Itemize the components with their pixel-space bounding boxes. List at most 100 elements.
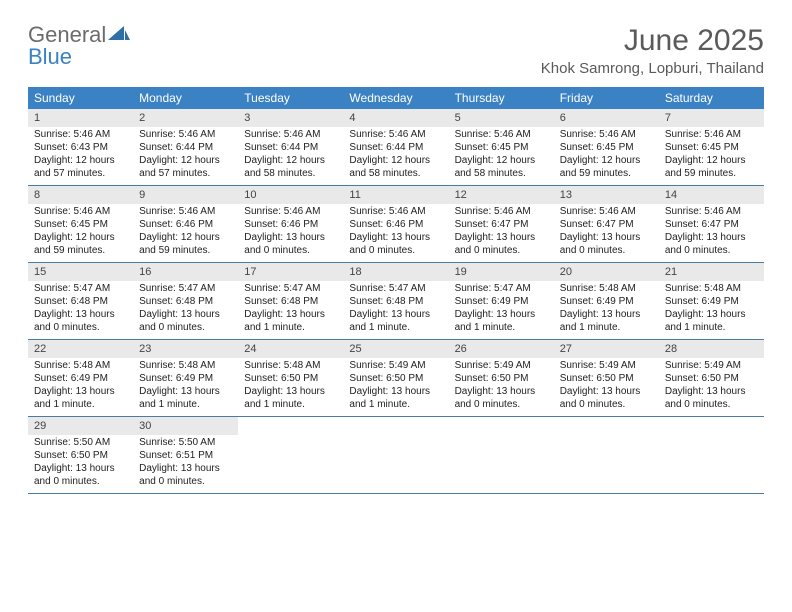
sunrise-line: Sunrise: 5:46 AM [139, 205, 232, 218]
day-body: Sunrise: 5:47 AMSunset: 6:48 PMDaylight:… [343, 281, 448, 338]
week-row: 1Sunrise: 5:46 AMSunset: 6:43 PMDaylight… [28, 109, 764, 186]
sunset-line: Sunset: 6:46 PM [139, 218, 232, 231]
day-number: 11 [343, 186, 448, 204]
day-number: 19 [449, 263, 554, 281]
dow-cell: Friday [554, 87, 659, 109]
day-body: Sunrise: 5:48 AMSunset: 6:50 PMDaylight:… [238, 358, 343, 415]
day-cell: 26Sunrise: 5:49 AMSunset: 6:50 PMDayligh… [449, 340, 554, 416]
daylight-line: Daylight: 12 hours and 59 minutes. [139, 231, 232, 257]
day-cell: 21Sunrise: 5:48 AMSunset: 6:49 PMDayligh… [659, 263, 764, 339]
day-number: 4 [343, 109, 448, 127]
empty-cell [659, 417, 764, 493]
sunset-line: Sunset: 6:48 PM [244, 295, 337, 308]
day-body: Sunrise: 5:46 AMSunset: 6:44 PMDaylight:… [133, 127, 238, 184]
day-body: Sunrise: 5:48 AMSunset: 6:49 PMDaylight:… [554, 281, 659, 338]
day-cell: 22Sunrise: 5:48 AMSunset: 6:49 PMDayligh… [28, 340, 133, 416]
sunset-line: Sunset: 6:45 PM [34, 218, 127, 231]
day-body: Sunrise: 5:50 AMSunset: 6:50 PMDaylight:… [28, 435, 133, 492]
dow-cell: Tuesday [238, 87, 343, 109]
day-number: 16 [133, 263, 238, 281]
daylight-line: Daylight: 13 hours and 1 minute. [34, 385, 127, 411]
daylight-line: Daylight: 13 hours and 0 minutes. [665, 231, 758, 257]
day-cell: 10Sunrise: 5:46 AMSunset: 6:46 PMDayligh… [238, 186, 343, 262]
sunrise-line: Sunrise: 5:46 AM [560, 128, 653, 141]
week-row: 15Sunrise: 5:47 AMSunset: 6:48 PMDayligh… [28, 263, 764, 340]
sunset-line: Sunset: 6:47 PM [560, 218, 653, 231]
day-number: 17 [238, 263, 343, 281]
dow-cell: Monday [133, 87, 238, 109]
empty-cell [554, 417, 659, 493]
logo: General Blue [28, 24, 130, 68]
day-cell: 3Sunrise: 5:46 AMSunset: 6:44 PMDaylight… [238, 109, 343, 185]
sunrise-line: Sunrise: 5:49 AM [349, 359, 442, 372]
sunset-line: Sunset: 6:45 PM [560, 141, 653, 154]
sunset-line: Sunset: 6:49 PM [455, 295, 548, 308]
sunrise-line: Sunrise: 5:48 AM [244, 359, 337, 372]
page-title: June 2025 [541, 24, 764, 58]
day-cell: 23Sunrise: 5:48 AMSunset: 6:49 PMDayligh… [133, 340, 238, 416]
sunrise-line: Sunrise: 5:46 AM [139, 128, 232, 141]
sunset-line: Sunset: 6:50 PM [34, 449, 127, 462]
day-cell: 27Sunrise: 5:49 AMSunset: 6:50 PMDayligh… [554, 340, 659, 416]
sunrise-line: Sunrise: 5:46 AM [349, 128, 442, 141]
day-number: 9 [133, 186, 238, 204]
sunrise-line: Sunrise: 5:46 AM [455, 205, 548, 218]
sunset-line: Sunset: 6:49 PM [139, 372, 232, 385]
sunrise-line: Sunrise: 5:48 AM [34, 359, 127, 372]
day-number: 28 [659, 340, 764, 358]
daylight-line: Daylight: 13 hours and 1 minute. [665, 308, 758, 334]
day-cell: 17Sunrise: 5:47 AMSunset: 6:48 PMDayligh… [238, 263, 343, 339]
day-cell: 18Sunrise: 5:47 AMSunset: 6:48 PMDayligh… [343, 263, 448, 339]
day-cell: 24Sunrise: 5:48 AMSunset: 6:50 PMDayligh… [238, 340, 343, 416]
day-cell: 4Sunrise: 5:46 AMSunset: 6:44 PMDaylight… [343, 109, 448, 185]
sunset-line: Sunset: 6:48 PM [139, 295, 232, 308]
week-row: 22Sunrise: 5:48 AMSunset: 6:49 PMDayligh… [28, 340, 764, 417]
sunrise-line: Sunrise: 5:50 AM [34, 436, 127, 449]
header: General Blue June 2025 Khok Samrong, Lop… [28, 24, 764, 77]
day-body: Sunrise: 5:47 AMSunset: 6:49 PMDaylight:… [449, 281, 554, 338]
day-body: Sunrise: 5:49 AMSunset: 6:50 PMDaylight:… [449, 358, 554, 415]
day-number: 6 [554, 109, 659, 127]
sunrise-line: Sunrise: 5:46 AM [349, 205, 442, 218]
daylight-line: Daylight: 13 hours and 1 minute. [139, 385, 232, 411]
sunset-line: Sunset: 6:50 PM [349, 372, 442, 385]
day-cell: 8Sunrise: 5:46 AMSunset: 6:45 PMDaylight… [28, 186, 133, 262]
daylight-line: Daylight: 13 hours and 0 minutes. [560, 231, 653, 257]
day-body: Sunrise: 5:49 AMSunset: 6:50 PMDaylight:… [343, 358, 448, 415]
week-row: 29Sunrise: 5:50 AMSunset: 6:50 PMDayligh… [28, 417, 764, 494]
sunset-line: Sunset: 6:49 PM [665, 295, 758, 308]
day-cell: 13Sunrise: 5:46 AMSunset: 6:47 PMDayligh… [554, 186, 659, 262]
sunrise-line: Sunrise: 5:48 AM [139, 359, 232, 372]
sunset-line: Sunset: 6:51 PM [139, 449, 232, 462]
sunset-line: Sunset: 6:47 PM [455, 218, 548, 231]
sunset-line: Sunset: 6:49 PM [560, 295, 653, 308]
sunset-line: Sunset: 6:44 PM [349, 141, 442, 154]
day-number: 5 [449, 109, 554, 127]
sunrise-line: Sunrise: 5:46 AM [34, 128, 127, 141]
dow-cell: Sunday [28, 87, 133, 109]
day-cell: 5Sunrise: 5:46 AMSunset: 6:45 PMDaylight… [449, 109, 554, 185]
sunrise-line: Sunrise: 5:47 AM [455, 282, 548, 295]
day-cell: 9Sunrise: 5:46 AMSunset: 6:46 PMDaylight… [133, 186, 238, 262]
day-body: Sunrise: 5:46 AMSunset: 6:46 PMDaylight:… [133, 204, 238, 261]
day-number: 24 [238, 340, 343, 358]
daylight-line: Daylight: 12 hours and 59 minutes. [665, 154, 758, 180]
day-body: Sunrise: 5:48 AMSunset: 6:49 PMDaylight:… [659, 281, 764, 338]
day-number: 21 [659, 263, 764, 281]
daylight-line: Daylight: 13 hours and 0 minutes. [455, 231, 548, 257]
day-cell: 6Sunrise: 5:46 AMSunset: 6:45 PMDaylight… [554, 109, 659, 185]
calendar: SundayMondayTuesdayWednesdayThursdayFrid… [28, 87, 764, 494]
day-body: Sunrise: 5:46 AMSunset: 6:46 PMDaylight:… [343, 204, 448, 261]
day-body: Sunrise: 5:46 AMSunset: 6:47 PMDaylight:… [449, 204, 554, 261]
day-number: 22 [28, 340, 133, 358]
sunset-line: Sunset: 6:50 PM [244, 372, 337, 385]
day-cell: 20Sunrise: 5:48 AMSunset: 6:49 PMDayligh… [554, 263, 659, 339]
daylight-line: Daylight: 13 hours and 1 minute. [244, 308, 337, 334]
day-body: Sunrise: 5:46 AMSunset: 6:43 PMDaylight:… [28, 127, 133, 184]
day-body: Sunrise: 5:48 AMSunset: 6:49 PMDaylight:… [133, 358, 238, 415]
daylight-line: Daylight: 12 hours and 58 minutes. [244, 154, 337, 180]
sunrise-line: Sunrise: 5:49 AM [665, 359, 758, 372]
sunset-line: Sunset: 6:47 PM [665, 218, 758, 231]
day-body: Sunrise: 5:46 AMSunset: 6:45 PMDaylight:… [659, 127, 764, 184]
daylight-line: Daylight: 13 hours and 0 minutes. [349, 231, 442, 257]
